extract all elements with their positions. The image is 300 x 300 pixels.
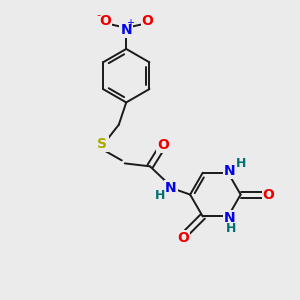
- Text: +: +: [126, 18, 134, 28]
- Text: H: H: [236, 157, 247, 170]
- Text: N: N: [224, 211, 235, 225]
- Text: N: N: [224, 164, 235, 178]
- Text: O: O: [142, 14, 154, 28]
- Text: N: N: [165, 181, 177, 195]
- Text: H: H: [226, 222, 236, 236]
- Text: O: O: [99, 14, 111, 28]
- Text: -: -: [96, 10, 100, 20]
- Text: S: S: [98, 137, 107, 151]
- Text: H: H: [155, 189, 166, 202]
- Text: O: O: [158, 138, 169, 152]
- Text: O: O: [178, 231, 189, 245]
- Text: O: O: [263, 188, 274, 202]
- Text: N: N: [120, 22, 132, 37]
